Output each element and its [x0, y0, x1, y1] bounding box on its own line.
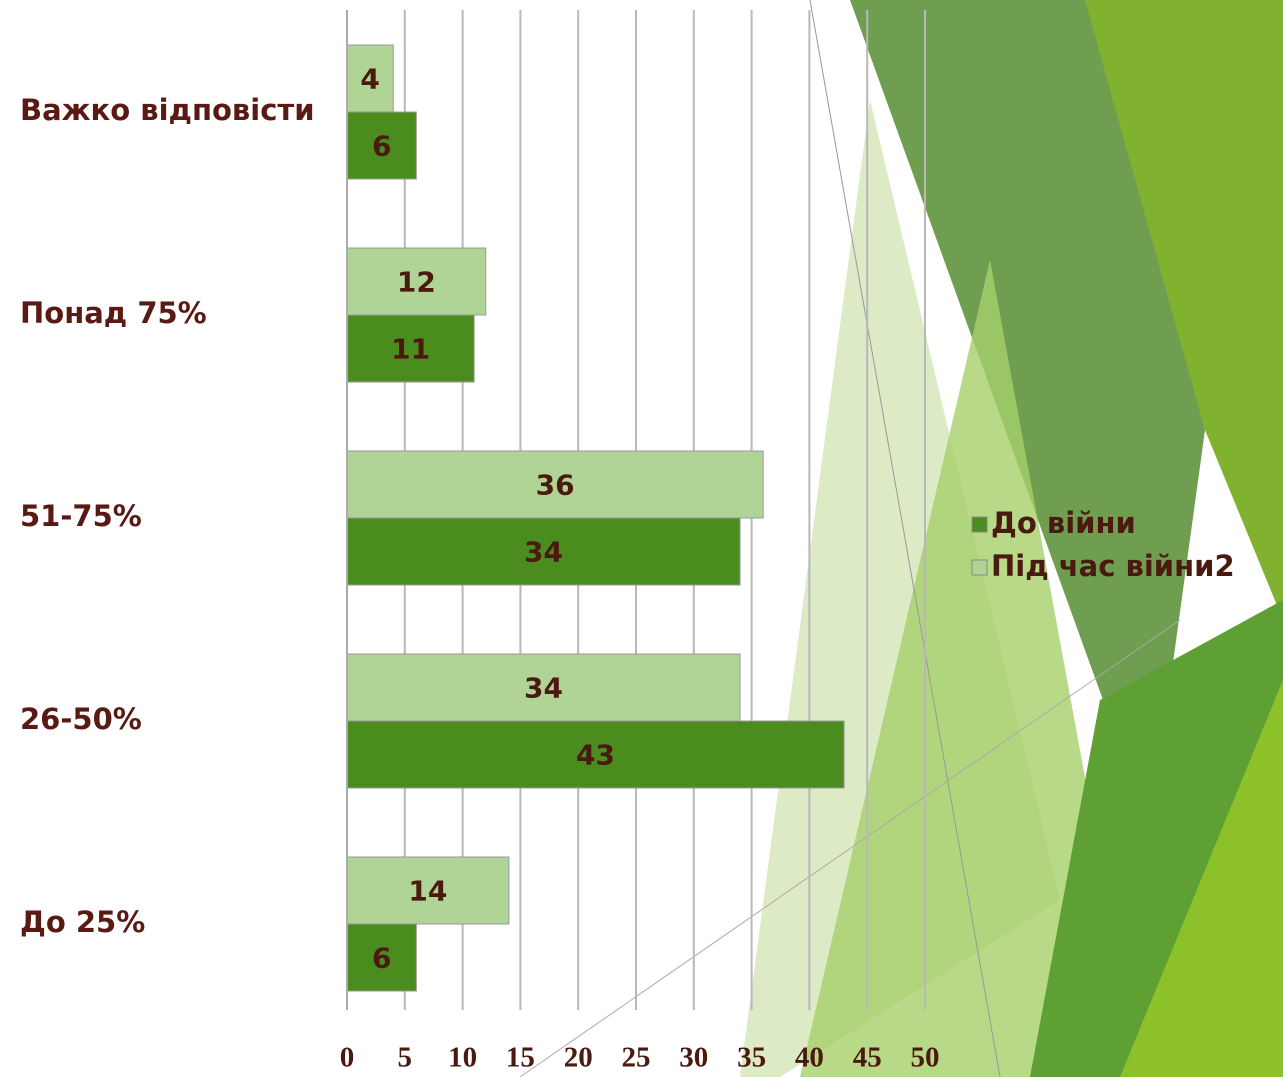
value-label: 11	[391, 333, 430, 366]
x-tick-label: 25	[622, 1042, 651, 1074]
value-label: 34	[524, 672, 563, 705]
x-tick-label: 50	[911, 1042, 940, 1074]
category-label: Понад 75%	[20, 296, 207, 330]
value-label: 4	[360, 63, 379, 96]
x-tick-label: 40	[795, 1042, 824, 1074]
bar	[346, 923, 417, 992]
value-label: 14	[408, 875, 447, 908]
value-label: 6	[372, 942, 391, 975]
value-label: 6	[372, 130, 391, 163]
legend-swatch	[971, 559, 988, 576]
bar	[346, 44, 394, 113]
bar	[346, 517, 741, 586]
x-tick-label: 15	[506, 1042, 535, 1074]
x-tick-label: 10	[448, 1042, 477, 1074]
bar	[346, 856, 510, 925]
x-tick-label: 30	[679, 1042, 708, 1074]
legend-label: До війни	[991, 506, 1136, 540]
bar	[346, 314, 475, 383]
x-tick-label: 20	[564, 1042, 593, 1074]
category-label: Важко відповісти	[20, 93, 315, 127]
x-tick-label: 35	[737, 1042, 766, 1074]
legend-swatch	[971, 516, 988, 533]
category-label: 26-50%	[20, 702, 142, 736]
bar	[346, 247, 487, 316]
bar	[346, 111, 417, 180]
category-label: 51-75%	[20, 499, 142, 533]
background-decoration	[519, 0, 1283, 1077]
bar	[346, 450, 764, 519]
legend-label: Під час війни2	[991, 549, 1235, 583]
x-tick-label: 5	[398, 1042, 413, 1074]
x-tick-label: 45	[853, 1042, 882, 1074]
bar	[346, 720, 845, 789]
value-label: 12	[397, 266, 436, 299]
category-label: До 25%	[20, 905, 145, 939]
value-label: 34	[524, 536, 563, 569]
chart: 0 5 10 15 20 25 30 35 40 45 50 Важко відповісти 4 6 По…	[20, 10, 1235, 1074]
value-label: 43	[576, 739, 615, 772]
bar	[346, 653, 741, 722]
x-tick-label: 0	[340, 1042, 355, 1074]
value-label: 36	[536, 469, 575, 502]
